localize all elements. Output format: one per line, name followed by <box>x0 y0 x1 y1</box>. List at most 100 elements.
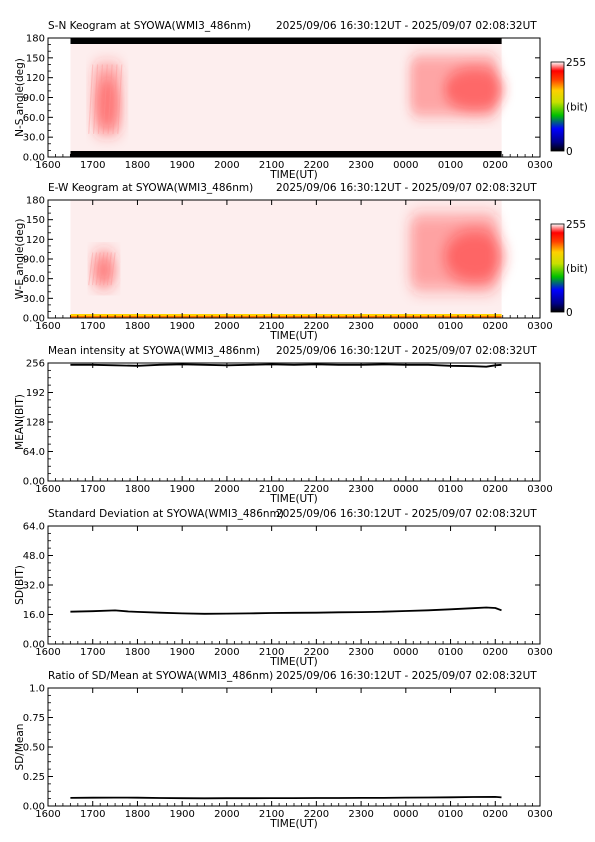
y-tick-label: 48.0 <box>23 551 45 562</box>
x-tick-label: 1600 <box>35 647 60 658</box>
x-tick-label: 2100 <box>259 809 284 820</box>
feature-streaks <box>88 64 123 134</box>
y-tick-label: 0.00 <box>23 314 45 325</box>
x-tick-label: 0200 <box>483 160 508 171</box>
feature-streaks <box>88 252 116 286</box>
colorbar-min-label: 0 <box>566 146 573 158</box>
series-line-1 <box>70 606 502 615</box>
x-tick-label: 1700 <box>80 321 105 332</box>
series-line-1 <box>70 796 502 800</box>
y-tick-label: 64.0 <box>23 447 45 458</box>
y-axis: 0.00 0.25 0.50 0.75 1.0 <box>23 684 540 813</box>
x-tick-label: 0000 <box>393 809 418 820</box>
panel-5: Ratio of SD/Mean at SYOWA(WMI3_486nm) 202… <box>14 670 553 830</box>
x-tick-label: 1900 <box>169 321 194 332</box>
x-axis: 1600 1700 1800 1900 2000 2100 2200 2300 0000 0100… <box>35 688 553 820</box>
x-tick-label: 0100 <box>438 160 463 171</box>
x-axis-title: TIME(UT) <box>269 330 318 342</box>
y-axis-title: MEAN(BIT) <box>14 394 26 450</box>
plot-area <box>48 526 540 644</box>
x-tick-label: 1600 <box>35 321 60 332</box>
feature-core <box>95 76 120 130</box>
x-tick-label: 0300 <box>527 484 552 495</box>
plot-area <box>48 363 540 481</box>
plot-area <box>48 688 540 806</box>
x-tick-label: 1900 <box>169 160 194 171</box>
x-tick-label: 1800 <box>125 809 150 820</box>
panel-title: E-W Keogram at SYOWA(WMI3_486nm) <box>48 182 253 194</box>
colorbar-max-label: 255 <box>566 57 586 69</box>
feature-streak <box>106 252 112 286</box>
x-tick-label: 1900 <box>169 484 194 495</box>
colorbar-2: 255 (bit) 0 <box>550 219 588 319</box>
x-tick-label: 1600 <box>35 160 60 171</box>
x-tick-label: 2200 <box>304 809 329 820</box>
y-axis-title: SD(BIT) <box>14 565 26 605</box>
colorbar-strip <box>550 223 565 313</box>
x-tick-label: 0300 <box>527 160 552 171</box>
colorbar-1: 255 (bit) 0 <box>550 57 588 158</box>
x-tick-label: 0300 <box>527 321 552 332</box>
x-tick-label: 0000 <box>393 647 418 658</box>
time-range-label: 2025/09/06 16:30:12UT - 2025/09/07 02:08… <box>276 182 537 194</box>
x-tick-label: 2100 <box>259 647 284 658</box>
keogram-feature-2 <box>409 55 506 117</box>
x-tick-label: 2000 <box>214 809 239 820</box>
x-tick-label: 2300 <box>348 809 373 820</box>
colorbar-min-label: 0 <box>566 307 573 319</box>
x-tick-label: 0300 <box>527 647 552 658</box>
y-tick-label: 0.25 <box>23 772 45 783</box>
colorbar-strip <box>550 61 565 152</box>
y-tick-label: 0.00 <box>23 477 45 488</box>
panel-title: Ratio of SD/Mean at SYOWA(WMI3_486nm) <box>48 670 273 682</box>
panel-1: S-N Keogram at SYOWA(WMI3_486nm) 2025/09/… <box>14 20 553 181</box>
y-tick-label: 0.50 <box>23 743 45 754</box>
time-range-label: 2025/09/06 16:30:12UT - 2025/09/07 02:08… <box>276 508 537 520</box>
y-tick-label: 120 <box>26 73 45 84</box>
x-tick-label: 0200 <box>483 484 508 495</box>
y-axis: 0.00 64.0 128 192 256 <box>23 359 540 488</box>
panel-3: Mean intensity at SYOWA(WMI3_486nm) 2025/… <box>14 345 553 505</box>
x-axis: 1600 1700 1800 1900 2000 2100 2200 2300 0000 0100… <box>35 38 553 171</box>
x-axis: 1600 1700 1800 1900 2000 2100 2200 2300 0000 0100… <box>35 200 553 332</box>
x-tick-label: 1900 <box>169 647 194 658</box>
x-tick-label: 2000 <box>214 160 239 171</box>
feature-streak <box>103 252 109 286</box>
y-tick-label: 0.75 <box>23 713 45 724</box>
feature-streak <box>112 64 118 134</box>
x-tick-label: 2200 <box>304 321 329 332</box>
y-tick-label: 30.0 <box>23 133 45 144</box>
x-axis-title: TIME(UT) <box>269 169 318 181</box>
keogram-feature-1 <box>92 61 123 137</box>
y-tick-label: 128 <box>26 418 45 429</box>
x-tick-label: 0000 <box>393 160 418 171</box>
series-line-1 <box>70 363 502 368</box>
x-tick-label: 2300 <box>348 321 373 332</box>
x-tick-label: 0000 <box>393 484 418 495</box>
x-tick-label: 1600 <box>35 484 60 495</box>
y-axis: 0.00 16.0 32.0 48.0 64.0 <box>23 522 540 651</box>
x-tick-label: 1900 <box>169 809 194 820</box>
x-axis-title: TIME(UT) <box>269 493 318 505</box>
y-tick-label: 1.0 <box>29 684 45 695</box>
edge-band-bottom <box>70 151 502 157</box>
x-tick-label: 2100 <box>259 484 284 495</box>
x-tick-label: 0200 <box>483 647 508 658</box>
feature-streak <box>97 64 104 134</box>
x-tick-label: 1800 <box>125 321 150 332</box>
y-tick-label: 30.0 <box>23 294 45 305</box>
feature-streak <box>99 252 105 286</box>
x-tick-label: 1700 <box>80 160 105 171</box>
y-tick-label: 256 <box>26 359 45 370</box>
y-tick-label: 90.0 <box>23 255 45 266</box>
x-tick-label: 1700 <box>80 647 105 658</box>
panel-title: S-N Keogram at SYOWA(WMI3_486nm) <box>48 20 251 32</box>
x-tick-label: 0200 <box>483 321 508 332</box>
x-axis: 1600 1700 1800 1900 2000 2100 2200 2300 0000 0100… <box>35 363 553 495</box>
feature-streak <box>88 64 94 134</box>
x-tick-label: 1800 <box>125 160 150 171</box>
y-axis: 0.00 30.0 60.0 90.0 120 150 180 <box>23 196 540 325</box>
x-tick-label: 2000 <box>214 484 239 495</box>
panel-2: E-W Keogram at SYOWA(WMI3_486nm) 2025/09/… <box>14 182 553 342</box>
